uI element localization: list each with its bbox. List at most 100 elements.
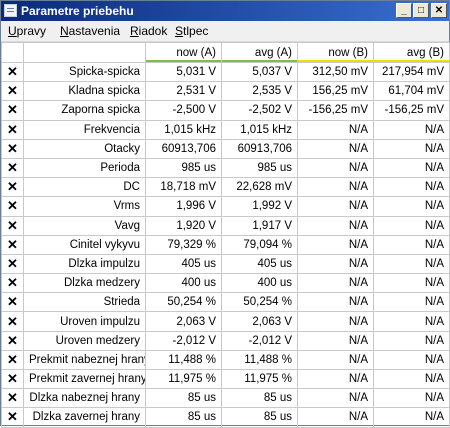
table-row[interactable]: ✕ Vrms 1,996 V 1,992 V N/A N/A bbox=[1, 196, 450, 217]
remove-row-icon[interactable]: ✕ bbox=[1, 196, 24, 217]
value-now-b: N/A bbox=[297, 407, 374, 428]
remove-icon[interactable]: ✕ bbox=[7, 121, 18, 137]
table-row[interactable]: ✕ Perioda 985 us 985 us N/A N/A bbox=[1, 157, 450, 179]
remove-icon[interactable]: ✕ bbox=[7, 313, 18, 329]
table-row[interactable]: ✕ Prekmit nabeznej hrany 11,488 % 11,488 % N… bbox=[1, 349, 450, 371]
value-avg-a: 400 us bbox=[221, 273, 298, 294]
parameter-name: Dlzka medzery bbox=[23, 273, 146, 294]
remove-row-icon[interactable]: ✕ bbox=[1, 311, 24, 332]
table-row[interactable]: ✕ Cinitel vykyvu 79,329 % 79,094 % N/A N/A bbox=[1, 234, 450, 255]
table-row[interactable]: ✕ Spicka-spicka 5,031 V 5,037 V 312,50 mV 217… bbox=[1, 61, 450, 83]
remove-icon[interactable]: ✕ bbox=[7, 217, 18, 233]
remove-icon[interactable]: ✕ bbox=[7, 371, 18, 387]
value-now-b: N/A bbox=[297, 177, 374, 198]
value-now-b: N/A bbox=[297, 273, 374, 294]
table-row[interactable]: ✕ Otacky 60913,706 60913,706 N/A N/A bbox=[1, 138, 450, 159]
remove-icon[interactable]: ✕ bbox=[7, 179, 18, 195]
remove-row-icon[interactable]: ✕ bbox=[1, 138, 24, 159]
value-avg-b: -156,25 mV bbox=[373, 100, 450, 121]
value-now-b: -156,25 mV bbox=[297, 100, 374, 121]
value-avg-b: N/A bbox=[373, 215, 450, 236]
remove-icon[interactable]: ✕ bbox=[7, 390, 18, 406]
table-row[interactable]: ✕ Dlzka zavernej hrany 85 us 85 us N/A N/A bbox=[1, 407, 450, 428]
remove-row-icon[interactable]: ✕ bbox=[1, 253, 24, 275]
remove-row-icon[interactable]: ✕ bbox=[1, 273, 24, 294]
header-avg-a[interactable]: avg (A) bbox=[221, 42, 298, 63]
value-avg-a: 2,063 V bbox=[221, 311, 298, 332]
remove-icon[interactable]: ✕ bbox=[7, 140, 18, 156]
remove-icon[interactable]: ✕ bbox=[7, 236, 18, 252]
table-row[interactable]: ✕ Dlzka medzery 400 us 400 us N/A N/A bbox=[1, 273, 450, 294]
remove-icon[interactable]: ✕ bbox=[7, 332, 18, 348]
remove-row-icon[interactable]: ✕ bbox=[1, 388, 24, 409]
remove-icon[interactable]: ✕ bbox=[7, 64, 18, 80]
menu-riadok[interactable]: Riadok bbox=[130, 24, 168, 38]
header-now-b[interactable]: now (B) bbox=[297, 42, 374, 63]
value-now-b: N/A bbox=[297, 234, 374, 255]
remove-row-icon[interactable]: ✕ bbox=[1, 100, 24, 121]
parameter-name: Prekmit zavernej hrany bbox=[23, 368, 146, 390]
table-row[interactable]: ✕ Dlzka nabeznej hrany 85 us 85 us N/A N/A bbox=[1, 388, 450, 409]
remove-icon[interactable]: ✕ bbox=[7, 255, 18, 271]
table-row[interactable]: ✕ Frekvencia 1,015 kHz 1,015 kHz N/A N/A bbox=[1, 119, 450, 140]
remove-icon[interactable]: ✕ bbox=[7, 83, 18, 99]
menu-stlpec[interactable]: Stlpec bbox=[175, 24, 209, 38]
parameter-name: Dlzka impulzu bbox=[23, 253, 146, 275]
remove-icon[interactable]: ✕ bbox=[7, 102, 18, 118]
menu-nastavenia[interactable]: Nastavenia bbox=[60, 24, 121, 38]
header-avg-b[interactable]: avg (B) bbox=[373, 42, 450, 63]
table-row[interactable]: ✕ Vavg 1,920 V 1,917 V N/A N/A bbox=[1, 215, 450, 236]
remove-row-icon[interactable]: ✕ bbox=[1, 215, 24, 236]
remove-row-icon[interactable]: ✕ bbox=[1, 349, 24, 371]
remove-row-icon[interactable]: ✕ bbox=[1, 61, 24, 83]
header-name-column bbox=[23, 42, 146, 63]
value-now-b: N/A bbox=[297, 119, 374, 140]
menu-upravy[interactable]: Upravy bbox=[8, 24, 47, 38]
remove-row-icon[interactable]: ✕ bbox=[1, 81, 24, 102]
value-now-b: N/A bbox=[297, 253, 374, 275]
table-header-row: now (A) avg (A) now (B) avg (B) bbox=[1, 42, 450, 63]
remove-row-icon[interactable]: ✕ bbox=[1, 292, 24, 313]
remove-row-icon[interactable]: ✕ bbox=[1, 407, 24, 428]
remove-row-icon[interactable]: ✕ bbox=[1, 368, 24, 390]
value-now-a: -2,012 V bbox=[145, 330, 222, 351]
parameter-name: Vavg bbox=[23, 215, 146, 236]
remove-row-icon[interactable]: ✕ bbox=[1, 177, 24, 198]
value-avg-b: N/A bbox=[373, 368, 450, 390]
remove-row-icon[interactable]: ✕ bbox=[1, 234, 24, 255]
value-now-a: 1,015 kHz bbox=[145, 119, 222, 140]
remove-icon[interactable]: ✕ bbox=[7, 294, 18, 310]
table-row[interactable]: ✕ Dlzka impulzu 405 us 405 us N/A N/A bbox=[1, 253, 450, 275]
value-avg-b: N/A bbox=[373, 177, 450, 198]
value-avg-b: N/A bbox=[373, 273, 450, 294]
value-avg-a: 1,015 kHz bbox=[221, 119, 298, 140]
title-bar[interactable]: Parametre priebehu _ □ ✕ bbox=[1, 1, 449, 21]
remove-icon[interactable]: ✕ bbox=[7, 275, 18, 291]
parameter-name: Zaporna spicka bbox=[23, 100, 146, 121]
remove-icon[interactable]: ✕ bbox=[7, 160, 18, 176]
remove-icon[interactable]: ✕ bbox=[7, 198, 18, 214]
maximize-button[interactable]: □ bbox=[413, 3, 429, 18]
remove-row-icon[interactable]: ✕ bbox=[1, 330, 24, 351]
value-now-a: 85 us bbox=[145, 388, 222, 409]
table-row[interactable]: ✕ Strieda 50,254 % 50,254 % N/A N/A bbox=[1, 292, 450, 313]
table-row[interactable]: ✕ Uroven medzery -2,012 V -2,012 V N/A N/A bbox=[1, 330, 450, 351]
remove-row-icon[interactable]: ✕ bbox=[1, 119, 24, 140]
header-now-a[interactable]: now (A) bbox=[145, 42, 222, 63]
value-now-a: 11,975 % bbox=[145, 368, 222, 390]
value-avg-a: 1,917 V bbox=[221, 215, 298, 236]
value-avg-b: N/A bbox=[373, 349, 450, 371]
table-row[interactable]: ✕ Zaporna spicka -2,500 V -2,502 V -156,25 m… bbox=[1, 100, 450, 121]
value-now-b: N/A bbox=[297, 330, 374, 351]
table-row[interactable]: ✕ DC 18,718 mV 22,628 mV N/A N/A bbox=[1, 177, 450, 198]
table-row[interactable]: ✕ Uroven impulzu 2,063 V 2,063 V N/A N/A bbox=[1, 311, 450, 332]
table-row[interactable]: ✕ Prekmit zavernej hrany 11,975 % 11,975 % N… bbox=[1, 368, 450, 390]
menu-bar: Upravy Nastavenia Riadok Stlpec bbox=[1, 21, 449, 42]
table-row[interactable]: ✕ Kladna spicka 2,531 V 2,535 V 156,25 mV 61,… bbox=[1, 81, 450, 102]
minimize-button[interactable]: _ bbox=[396, 3, 412, 18]
value-now-a: 1,996 V bbox=[145, 196, 222, 217]
close-button[interactable]: ✕ bbox=[431, 3, 447, 18]
remove-row-icon[interactable]: ✕ bbox=[1, 157, 24, 179]
remove-icon[interactable]: ✕ bbox=[7, 351, 18, 367]
remove-icon[interactable]: ✕ bbox=[7, 409, 18, 425]
